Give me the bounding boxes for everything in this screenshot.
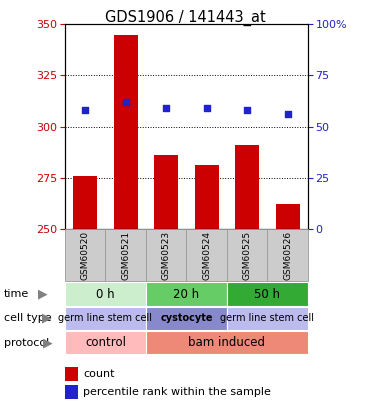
Text: GSM60520: GSM60520 bbox=[81, 230, 90, 280]
Text: GSM60525: GSM60525 bbox=[243, 230, 252, 280]
Text: cell type: cell type bbox=[4, 313, 51, 323]
Text: ▶: ▶ bbox=[42, 312, 51, 325]
Bar bbox=[114, 34, 138, 229]
Bar bbox=[65, 307, 146, 330]
Text: time: time bbox=[4, 289, 29, 299]
Bar bbox=[105, 229, 146, 281]
Bar bbox=[146, 331, 308, 354]
Text: 20 h: 20 h bbox=[173, 288, 200, 301]
Bar bbox=[187, 229, 227, 281]
Text: ▶: ▶ bbox=[43, 336, 53, 349]
Bar bbox=[146, 307, 227, 330]
Point bbox=[244, 107, 250, 113]
Text: GSM60521: GSM60521 bbox=[121, 230, 130, 280]
Bar bbox=[65, 385, 78, 399]
Text: GSM60523: GSM60523 bbox=[162, 230, 171, 280]
Bar bbox=[267, 229, 308, 281]
Point bbox=[82, 107, 88, 113]
Bar bbox=[65, 367, 78, 381]
Text: bam induced: bam induced bbox=[188, 336, 265, 349]
Bar bbox=[146, 282, 227, 306]
Bar bbox=[227, 307, 308, 330]
Bar bbox=[65, 331, 146, 354]
Text: count: count bbox=[83, 369, 115, 379]
Text: ▶: ▶ bbox=[38, 288, 47, 301]
Bar bbox=[235, 145, 259, 229]
Bar bbox=[73, 176, 97, 229]
Point bbox=[204, 105, 210, 111]
Point bbox=[123, 99, 129, 105]
Bar bbox=[194, 165, 219, 229]
Text: percentile rank within the sample: percentile rank within the sample bbox=[83, 387, 271, 397]
Bar bbox=[65, 282, 146, 306]
Bar bbox=[146, 229, 187, 281]
Point bbox=[163, 105, 169, 111]
Text: GSM60524: GSM60524 bbox=[202, 231, 211, 279]
Bar bbox=[276, 204, 300, 229]
Text: 0 h: 0 h bbox=[96, 288, 115, 301]
Bar bbox=[65, 229, 105, 281]
Text: protocol: protocol bbox=[4, 338, 49, 347]
Text: GDS1906 / 141443_at: GDS1906 / 141443_at bbox=[105, 10, 266, 26]
Point bbox=[285, 111, 290, 117]
Text: GSM60526: GSM60526 bbox=[283, 230, 292, 280]
Bar bbox=[227, 229, 267, 281]
Text: 50 h: 50 h bbox=[255, 288, 280, 301]
Text: cystocyte: cystocyte bbox=[160, 313, 213, 323]
Text: germ line stem cell: germ line stem cell bbox=[58, 313, 152, 323]
Text: germ line stem cell: germ line stem cell bbox=[220, 313, 315, 323]
Bar bbox=[154, 155, 178, 229]
Text: control: control bbox=[85, 336, 126, 349]
Bar bbox=[227, 282, 308, 306]
